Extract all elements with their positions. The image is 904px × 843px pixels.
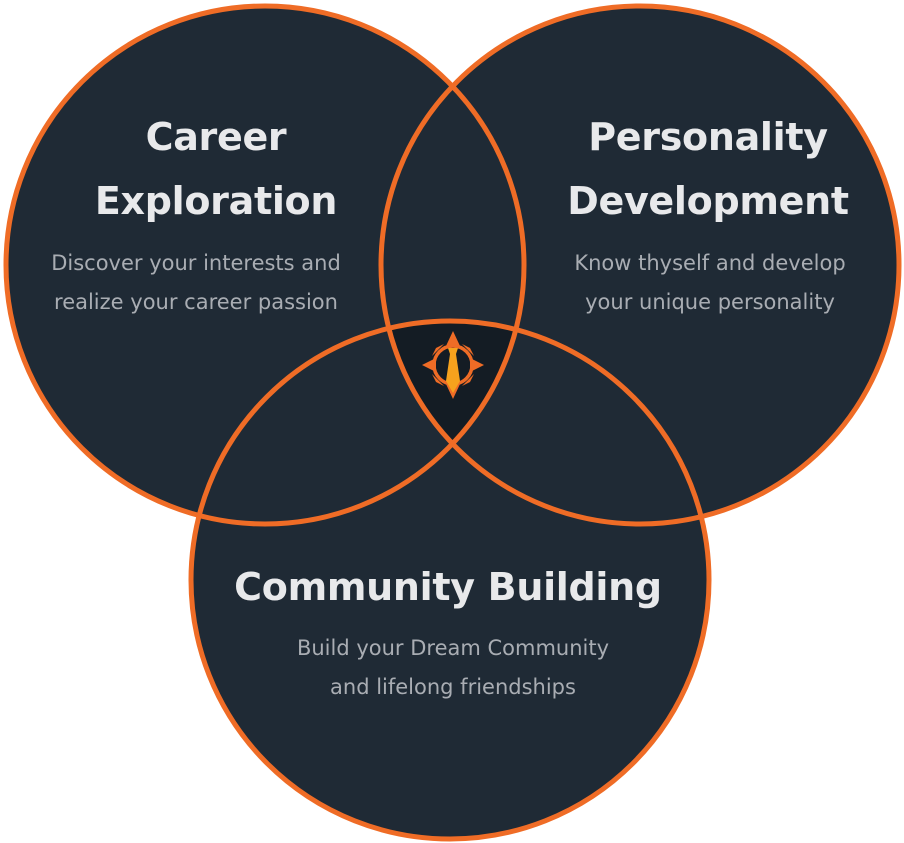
- career-circle-outline: [3, 3, 527, 527]
- personality-title-line: Development: [567, 179, 849, 223]
- personality-title-line: Personality: [588, 115, 828, 159]
- community-circle-outline: [188, 318, 712, 842]
- community-description-line: Build your Dream Community: [296, 636, 610, 660]
- community-title: Community Building: [208, 555, 688, 619]
- personality-description-line: Know thyself and develop: [574, 251, 846, 275]
- community-description-line: and lifelong friendships: [330, 675, 576, 699]
- career-description-line: Discover your interests and: [51, 251, 341, 275]
- personality-description-line: your unique personality: [585, 290, 835, 314]
- community-description: Build your Dream Community and lifelong …: [253, 629, 653, 707]
- career-title-line: Career: [145, 115, 287, 159]
- community-title-line: Community Building: [234, 565, 662, 609]
- personality-description: Know thyself and develop your unique per…: [535, 244, 885, 322]
- career-title: Career Exploration: [66, 105, 366, 233]
- career-description-line: realize your career passion: [54, 290, 338, 314]
- compass-tie-icon: [422, 331, 484, 399]
- community-circle: [191, 321, 709, 839]
- career-title-line: Exploration: [94, 179, 338, 223]
- personality-title: Personality Development: [543, 105, 873, 233]
- personality-circle-outline: [378, 3, 902, 527]
- career-description: Discover your interests and realize your…: [16, 244, 376, 322]
